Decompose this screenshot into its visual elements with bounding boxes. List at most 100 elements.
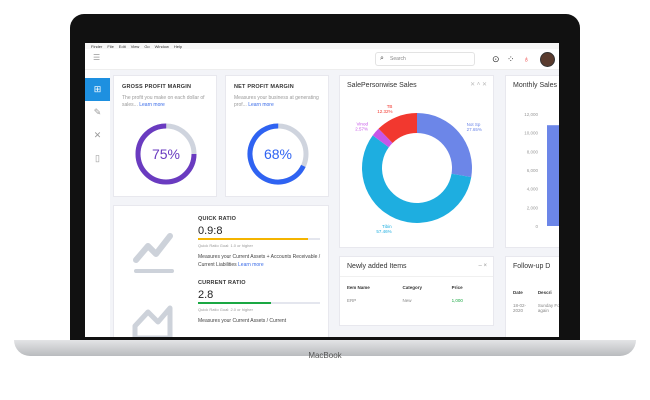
- avatar[interactable]: [540, 52, 555, 67]
- current-ratio-goal: Quick Ratio Goal: 2.0 or higher: [198, 307, 253, 312]
- y-tick-label: 12,000: [524, 112, 538, 117]
- column-header: Descri: [537, 290, 552, 295]
- y-tick-label: 2,000: [527, 205, 539, 210]
- current-ratio-title: CURRENT RATIO: [198, 280, 246, 286]
- table-cell: New: [402, 298, 412, 303]
- table-row[interactable]: ERP New 1,000: [347, 294, 485, 307]
- table-cell: ERP: [347, 298, 357, 303]
- current-ratio-desc: Measures your Current Assets / Current: [198, 318, 287, 324]
- quick-ratio-title: QUICK RATIO: [198, 216, 237, 222]
- ratios-card: QUICK RATIO 0.9:8 Quick Ratio Goal: 1.0 …: [113, 205, 329, 337]
- search-input[interactable]: ⌕ Search: [375, 52, 475, 66]
- search-placeholder: Search: [390, 56, 406, 62]
- y-tick-label: 0: [535, 224, 538, 229]
- pie-value-label: 27.65%: [467, 127, 482, 132]
- device-brand: MacBook: [308, 351, 342, 360]
- card-desc-wrap: Measures your business at generating pro…: [234, 95, 320, 109]
- gross-profit-card: GROSS PROFIT MARGIN The profit you make …: [113, 75, 217, 197]
- monthly-sales-card: Monthly Sales 12,000 10,000 8,000 6,000 4,00…: [505, 75, 559, 248]
- topbar: ☰ ⌕ Search ⊙ ⁘ ♁: [85, 49, 559, 70]
- pie-value-label: 2.57%: [355, 126, 368, 131]
- edit-icon: ✎: [93, 107, 102, 117]
- card-controls[interactable]: – ×: [478, 263, 487, 269]
- column-header: Date: [513, 290, 523, 295]
- y-tick-label: 4,000: [527, 187, 539, 192]
- menubar-item[interactable]: View: [130, 43, 140, 49]
- sidebar-item-edit[interactable]: ✎: [85, 101, 110, 124]
- ratios-content: QUICK RATIO 0.9:8 Quick Ratio Goal: 1.0 …: [198, 216, 323, 325]
- menubar-item[interactable]: Window: [154, 43, 169, 49]
- net-profit-card: NET PROFIT MARGIN Measures your business…: [225, 75, 329, 197]
- sidebar-item-tools[interactable]: ✕: [85, 124, 110, 147]
- dashboard-icon: ⊞: [93, 84, 102, 94]
- bar[interactable]: [547, 125, 559, 226]
- card-controls[interactable]: ✕ ˄ ✕: [470, 82, 487, 88]
- area-chart-icon: [132, 305, 173, 337]
- column-header: Category: [402, 285, 422, 290]
- pie-label: Not Sp: [467, 122, 481, 127]
- quick-ratio-desc-wrap: Measures your Current Assets + Accounts …: [198, 253, 323, 269]
- salesperson-sales-card: SalePersonwise Sales ✕ ˄ ✕ Not Sp 27.65% T…: [339, 75, 494, 248]
- target-icon[interactable]: ⊙: [492, 54, 500, 64]
- card-desc: The profit you make on each dollar of sa…: [122, 95, 205, 108]
- net-margin-ring: 68%: [247, 123, 309, 185]
- pie-slice-tibin[interactable]: [362, 135, 472, 223]
- sidebar-item-book[interactable]: ▯: [85, 147, 110, 170]
- line-chart-icon: [133, 233, 174, 273]
- screen: Finder File Edit View Go Window Help ☰ ⌕ Search…: [85, 43, 559, 337]
- menubar-item[interactable]: Help: [173, 43, 183, 49]
- pie-label: TB: [387, 104, 393, 109]
- card-title: NET PROFIT MARGIN: [234, 84, 294, 90]
- sidebar: ⊞ ✎ ✕ ▯: [85, 70, 110, 337]
- card-title: Monthly Sales: [513, 82, 557, 89]
- quick-ratio-goal: Quick Ratio Goal: 1.0 or higher: [198, 243, 253, 248]
- notification-icon[interactable]: ♁: [523, 54, 530, 64]
- tools-icon: ✕: [93, 130, 102, 140]
- pie-slice-tb[interactable]: [378, 113, 417, 143]
- card-desc-wrap: The profit you make on each dollar of sa…: [122, 95, 208, 109]
- quick-ratio-desc: Measures your Current Assets + Accounts …: [198, 254, 321, 268]
- sidebar-item-dashboard[interactable]: ⊞: [85, 78, 110, 101]
- table-cell: 1,000: [451, 298, 463, 303]
- current-ratio-bar: [198, 302, 320, 304]
- menu-toggle-icon[interactable]: ☰: [93, 53, 101, 62]
- net-margin-value: 68%: [264, 146, 292, 162]
- quick-ratio-value: 0.9:8: [198, 225, 223, 237]
- learn-more-link[interactable]: Learn more: [139, 102, 165, 108]
- learn-more-link[interactable]: Learn more: [248, 102, 274, 108]
- learn-more-link[interactable]: Learn more: [238, 262, 264, 268]
- gross-margin-ring: 75%: [135, 123, 197, 185]
- column-header: Item Name: [347, 285, 370, 290]
- pie-label: Tibin: [382, 224, 392, 229]
- table-row[interactable]: 18-02-2020 Sunday Follow again: [513, 299, 559, 317]
- menubar-item[interactable]: Edit: [118, 43, 126, 49]
- apps-icon[interactable]: ⁘: [507, 54, 515, 64]
- pie-slice-vinod[interactable]: [372, 128, 393, 148]
- menubar-item[interactable]: Finder: [91, 43, 103, 49]
- current-ratio-value: 2.8: [198, 289, 214, 301]
- y-tick-label: 8,000: [527, 149, 539, 154]
- pie-value-label: 57.46%: [376, 229, 391, 234]
- card-title: GROSS PROFIT MARGIN: [122, 84, 192, 90]
- card-title: SalePersonwise Sales: [347, 82, 417, 89]
- new-items-card: Newly added Items – × Item Name Category P…: [339, 256, 494, 326]
- items-table: Item Name Category Price ERP New 1,000: [347, 281, 485, 307]
- pie-label: Vinod: [357, 121, 369, 126]
- laptop-base: [14, 340, 636, 356]
- quick-ratio-bar: [198, 238, 320, 240]
- followup-card: Follow-up D Date Descri 18-02-2020 Sunday F…: [505, 256, 559, 337]
- card-title: Newly added Items: [340, 257, 493, 277]
- gross-margin-value: 75%: [152, 146, 180, 162]
- table-cell: Sunday Follow again: [537, 303, 559, 313]
- y-tick-label: 10,000: [524, 131, 538, 136]
- card-desc: Measures your business at generating pro…: [234, 95, 319, 108]
- bar-chart: 12,000 10,000 8,000 6,000 4,000 2,000 0: [524, 112, 559, 229]
- book-icon: ▯: [95, 153, 100, 163]
- menubar-item[interactable]: Go: [144, 43, 150, 49]
- menubar-item[interactable]: File: [107, 43, 114, 49]
- card-title: Follow-up D: [513, 263, 551, 270]
- table-cell: 18-02-2020: [513, 303, 527, 313]
- pie-slice-not-sp[interactable]: [417, 113, 472, 178]
- menubar: Finder File Edit View Go Window Help: [85, 43, 559, 49]
- y-tick-label: 6,000: [527, 168, 539, 173]
